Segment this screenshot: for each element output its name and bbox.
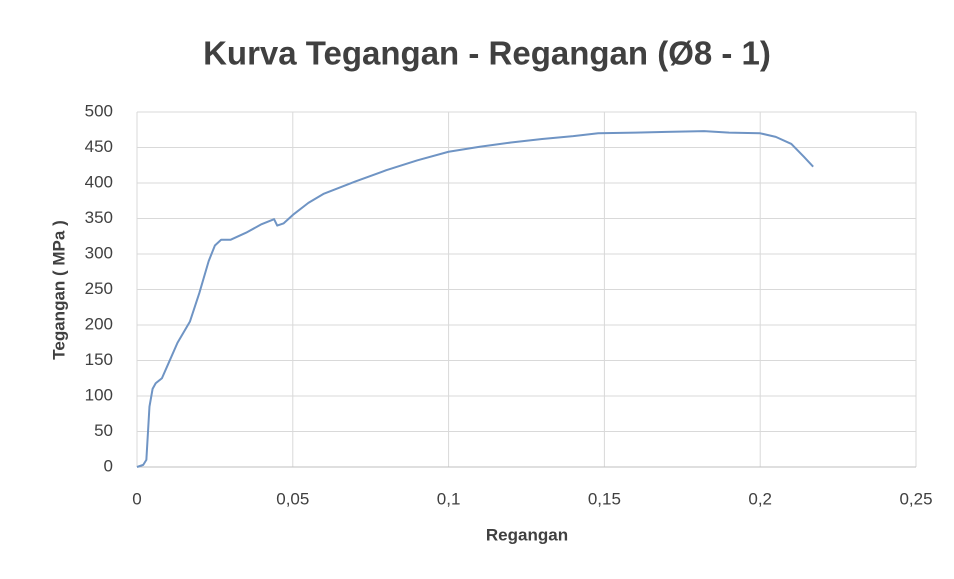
y-tick-label: 0 <box>104 456 113 475</box>
y-tick-label: 400 <box>85 172 113 191</box>
x-tick-label: 0,05 <box>276 489 309 508</box>
x-tick-label: 0,1 <box>437 489 461 508</box>
y-tick-label: 150 <box>85 350 113 369</box>
y-tick-label: 450 <box>85 137 113 156</box>
x-tick-label: 0,15 <box>588 489 621 508</box>
y-tick-label: 250 <box>85 279 113 298</box>
y-tick-label: 200 <box>85 314 113 333</box>
x-tick-label: 0,25 <box>899 489 932 508</box>
y-tick-label: 300 <box>85 243 113 262</box>
y-tick-label: 350 <box>85 208 113 227</box>
x-tick-label: 0 <box>132 489 141 508</box>
x-axis-label: Regangan <box>486 525 568 544</box>
y-tick-label: 500 <box>85 101 113 120</box>
y-tick-label: 100 <box>85 385 113 404</box>
data-line <box>136 130 814 468</box>
x-tick-label: 0,2 <box>748 489 772 508</box>
y-axis-label: Tegangan ( MPa ) <box>49 220 68 359</box>
y-tick-label: 50 <box>94 421 113 440</box>
chart-title: Kurva Tegangan - Regangan (Ø8 - 1) <box>203 35 771 72</box>
